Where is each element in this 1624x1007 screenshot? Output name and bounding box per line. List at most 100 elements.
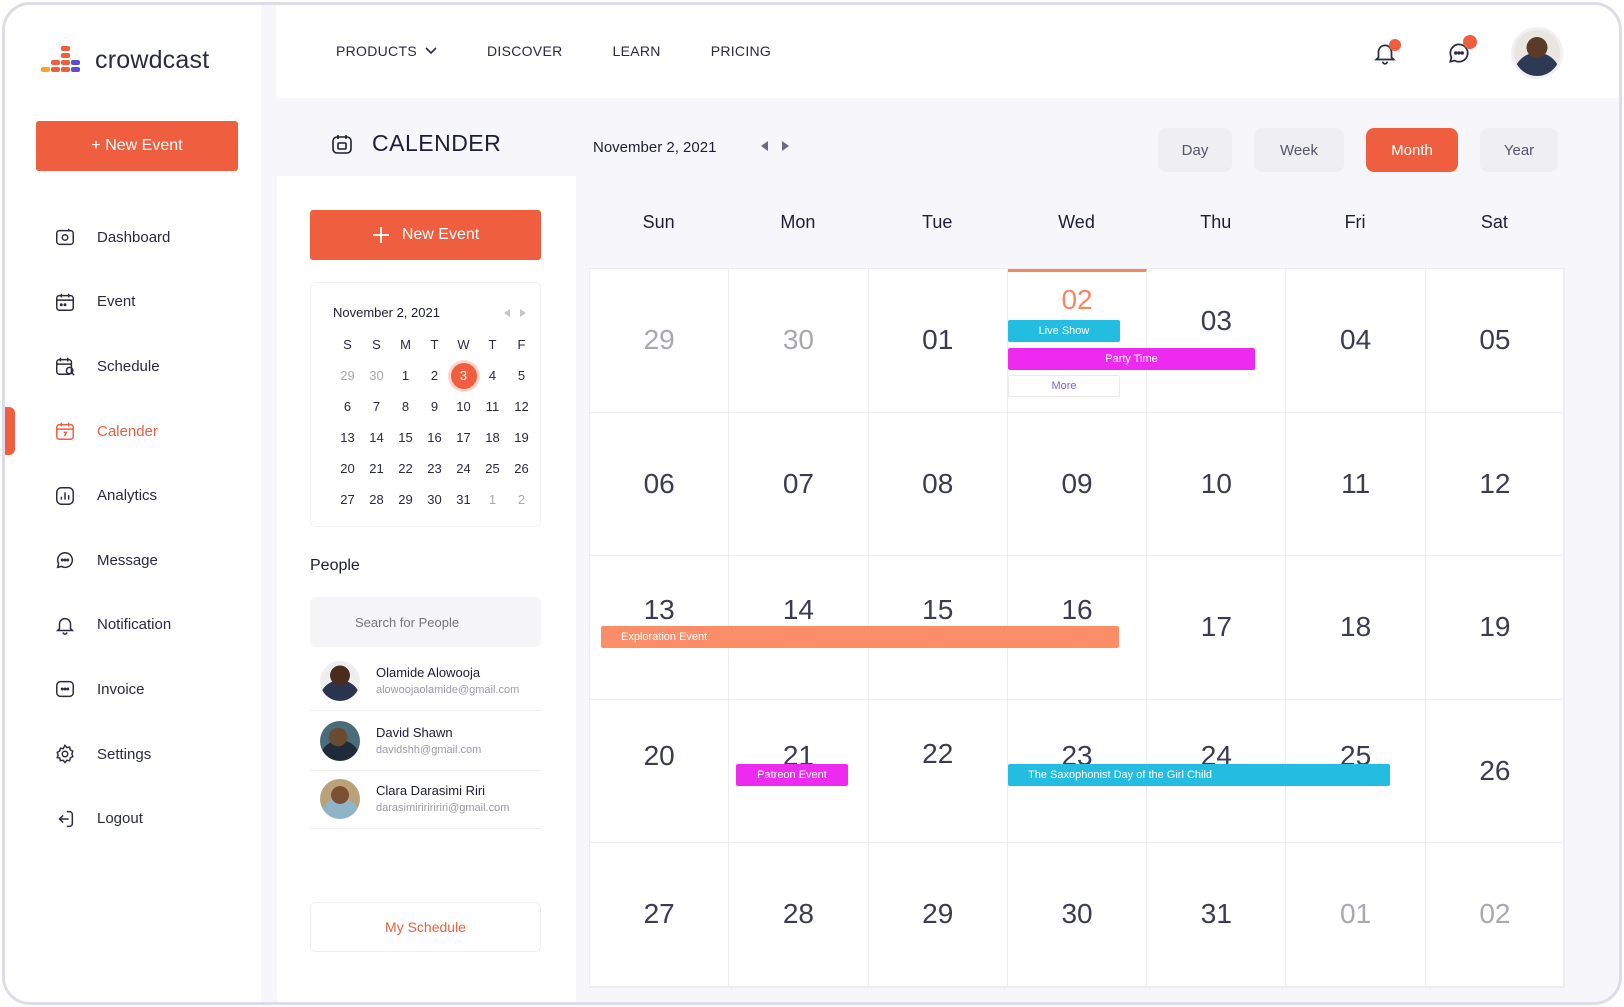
mini-day[interactable]: 2 [517,492,526,507]
selected-day[interactable]: 3 [450,363,477,389]
mini-day[interactable]: 23 [427,461,442,476]
mini-day[interactable]: 30 [369,368,384,383]
more-events-button[interactable]: More [1008,375,1120,397]
new-event-button[interactable]: + New Event [36,121,238,171]
mini-day[interactable]: 25 [485,461,500,476]
view-month-button[interactable]: Month [1366,128,1458,172]
calendar-day[interactable]: 01 [868,269,1008,413]
sidebar-item-schedule[interactable]: Schedule [5,334,261,399]
logo[interactable]: crowdcast [41,45,209,75]
calendar-day[interactable]: 28 [729,843,869,987]
calendar-day[interactable]: 26 [1425,699,1566,843]
user-avatar[interactable] [1511,27,1563,79]
mini-day[interactable]: 30 [427,492,442,507]
messages-button[interactable] [1437,31,1481,75]
nav-discover[interactable]: DISCOVER [486,43,563,59]
calendar-day[interactable]: 11 [1286,412,1426,556]
event-live-show[interactable]: Live Show [1008,320,1120,342]
calendar-day[interactable]: 03 [1147,269,1287,413]
sidebar-item-logout[interactable]: Logout [5,786,261,851]
calendar-day-today[interactable]: 02 [1007,269,1148,413]
nav-products[interactable]: PRODUCTS [336,43,437,59]
calendar-day[interactable]: 10 [1147,412,1287,556]
mini-day[interactable]: 14 [369,430,384,445]
calendar-day[interactable]: 01 [1286,843,1426,987]
mini-day[interactable]: 13 [340,430,355,445]
mini-day[interactable]: 3 [449,363,478,389]
calendar-day[interactable]: 30 [1007,843,1148,987]
view-week-button[interactable]: Week [1254,128,1344,172]
mini-day[interactable]: 29 [340,368,355,383]
calendar-day[interactable]: 06 [590,412,730,556]
mini-day[interactable]: 19 [514,430,529,445]
next-arrow-icon[interactable] [782,141,789,151]
mini-day[interactable]: 17 [456,430,471,445]
sidebar-item-event[interactable]: Event [5,270,261,335]
calendar-day[interactable]: 04 [1286,269,1426,413]
mini-day[interactable]: 18 [485,430,500,445]
prev-arrow-icon[interactable] [761,141,768,151]
nav-pricing[interactable]: PRICING [710,43,772,59]
calendar-day[interactable]: 02 [1425,843,1566,987]
sidebar-item-invoice[interactable]: Invoice [5,657,261,722]
calendar-day[interactable]: 05 [1425,269,1566,413]
view-year-button[interactable]: Year [1480,128,1558,172]
sidebar-item-notification[interactable]: Notification [5,593,261,658]
mini-day[interactable]: 7 [372,399,381,414]
my-schedule-button[interactable]: My Schedule [310,902,541,952]
calendar-day[interactable]: 27 [590,843,730,987]
sidebar-item-analytics[interactable]: Analytics [5,463,261,528]
mini-day[interactable]: 5 [517,368,526,383]
mini-day[interactable]: 29 [398,492,413,507]
notifications-button[interactable] [1363,31,1407,75]
nav-learn[interactable]: LEARN [612,43,661,59]
mini-day[interactable]: 10 [456,399,471,414]
list-item[interactable]: David Shawn davidshh@gmail.com [310,711,541,771]
mini-day[interactable]: 6 [343,399,352,414]
mini-day[interactable]: 24 [456,461,471,476]
new-event-main-button[interactable]: New Event [310,210,541,260]
mini-day[interactable]: 26 [514,461,529,476]
calendar-day[interactable]: 29 [590,269,730,413]
calendar-day[interactable]: 17 [1147,556,1287,700]
mini-day[interactable]: 1 [401,368,410,383]
sidebar-item-message[interactable]: Message [5,528,261,593]
mini-day[interactable]: 31 [456,492,471,507]
calendar-day[interactable]: 08 [868,412,1008,556]
mini-day[interactable]: 20 [340,461,355,476]
mini-day[interactable]: 27 [340,492,355,507]
calendar-day[interactable]: 12 [1425,412,1566,556]
mini-day[interactable]: 2 [430,368,439,383]
mini-day[interactable]: 21 [369,461,384,476]
event-saxophonist[interactable]: The Saxophonist Day of the Girl Child [1008,764,1390,786]
calendar-day[interactable]: 19 [1425,556,1566,700]
mini-day[interactable]: 4 [488,368,497,383]
list-item[interactable]: Clara Darasimi Riri darasimiririririri@g… [310,769,541,829]
mini-day[interactable]: 12 [514,399,529,414]
mini-day[interactable]: 1 [488,492,497,507]
mini-day[interactable]: 15 [398,430,413,445]
calendar-day[interactable]: 20 [590,699,730,843]
mini-day[interactable]: 11 [485,399,500,414]
view-day-button[interactable]: Day [1158,128,1232,172]
calendar-day[interactable]: 18 [1286,556,1426,700]
people-search-input[interactable] [310,597,541,647]
sidebar-item-dashboard[interactable]: Dashboard [5,205,261,270]
event-patreon[interactable]: Patreon Event [736,764,848,786]
calendar-day[interactable]: 30 [729,269,869,413]
mini-day[interactable]: 8 [401,399,410,414]
calendar-day[interactable]: 22 [868,699,1008,843]
mini-day[interactable]: 22 [398,461,413,476]
list-item[interactable]: Olamide Alowooja alowoojaolamide@gmail.c… [310,651,541,711]
event-party-time[interactable]: Party Time [1008,348,1255,370]
calendar-day[interactable]: 16 [1007,556,1148,700]
calendar-day[interactable]: 07 [729,412,869,556]
sidebar-item-settings[interactable]: Settings [5,722,261,787]
mini-day[interactable]: 28 [369,492,384,507]
mini-next-icon[interactable] [520,308,526,317]
calendar-day[interactable]: 31 [1147,843,1287,987]
event-exploration[interactable]: Exploration Event [601,626,1119,648]
mini-day[interactable]: 9 [430,399,439,414]
mini-prev-icon[interactable] [504,308,510,317]
sidebar-item-calender[interactable]: Calender [5,399,261,464]
